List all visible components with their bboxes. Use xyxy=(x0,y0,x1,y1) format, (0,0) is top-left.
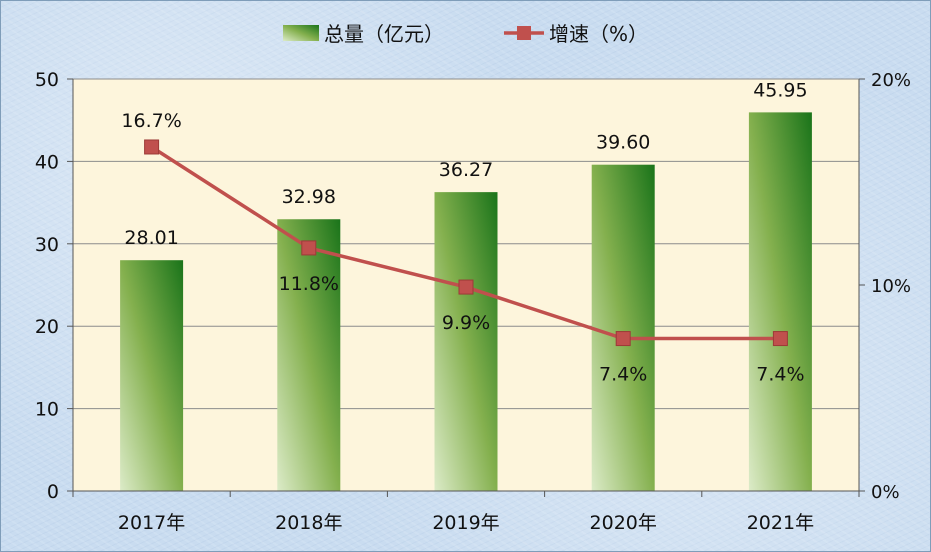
growth-value-label: 7.4% xyxy=(599,364,647,386)
growth-marker-2018年 xyxy=(301,240,317,256)
bar-value-label: 39.60 xyxy=(596,132,650,154)
x-tick-label: 2019年 xyxy=(432,512,499,534)
bar-2019年 xyxy=(434,192,498,491)
growth-marker-2017年 xyxy=(144,139,160,155)
bar-2017年 xyxy=(120,260,184,491)
y-left-tick-label: 20 xyxy=(35,316,59,338)
bar-value-label: 36.27 xyxy=(439,159,493,181)
axes: 0 10 20 30 40 50 0% 10% 20% 2017年 2018年 2019年 2020年 2… xyxy=(35,69,911,534)
legend: 总量（亿元） 增速（%） xyxy=(283,22,648,46)
y-right-tick-label: 10% xyxy=(871,276,911,297)
bar-value-label: 45.95 xyxy=(753,79,807,101)
x-tick-label: 2021年 xyxy=(747,512,814,534)
growth-marker-2021年 xyxy=(772,331,788,347)
growth-value-label: 11.8% xyxy=(279,273,339,295)
legend-bar-swatch xyxy=(283,25,319,41)
legend-bar-label: 总量（亿元） xyxy=(324,22,444,46)
y-left-tick-label: 40 xyxy=(35,151,59,173)
legend-line-label: 增速（%） xyxy=(549,22,648,46)
bar-2021年 xyxy=(748,112,812,491)
bar-2018年 xyxy=(277,219,341,491)
growth-value-label: 7.4% xyxy=(756,364,804,386)
y-left-tick-label: 0 xyxy=(47,481,59,503)
line-series xyxy=(144,139,788,347)
y-right-tick-label: 0% xyxy=(871,482,900,503)
growth-value-label: 9.9% xyxy=(442,312,490,334)
bar-series xyxy=(120,112,812,492)
bar-2020年 xyxy=(591,164,655,492)
growth-value-label: 16.7% xyxy=(121,110,181,132)
growth-marker-2019年 xyxy=(458,279,474,295)
x-tick-label: 2017年 xyxy=(118,512,185,534)
bar-value-label: 32.98 xyxy=(282,186,336,208)
y-left-tick-label: 30 xyxy=(35,234,59,256)
x-tick-label: 2018年 xyxy=(275,512,342,534)
x-tick-label: 2020年 xyxy=(590,512,657,534)
growth-marker-2020年 xyxy=(615,331,631,347)
bar-value-label: 28.01 xyxy=(124,227,178,249)
data-labels: 28.01 32.98 36.27 39.60 45.95 16.7% 11.8% 9.9% 7… xyxy=(121,79,807,385)
y-left-tick-label: 10 xyxy=(35,399,59,421)
y-left-tick-label: 50 xyxy=(35,69,59,91)
legend-line-marker xyxy=(517,26,531,40)
y-right-tick-label: 20% xyxy=(871,70,911,91)
